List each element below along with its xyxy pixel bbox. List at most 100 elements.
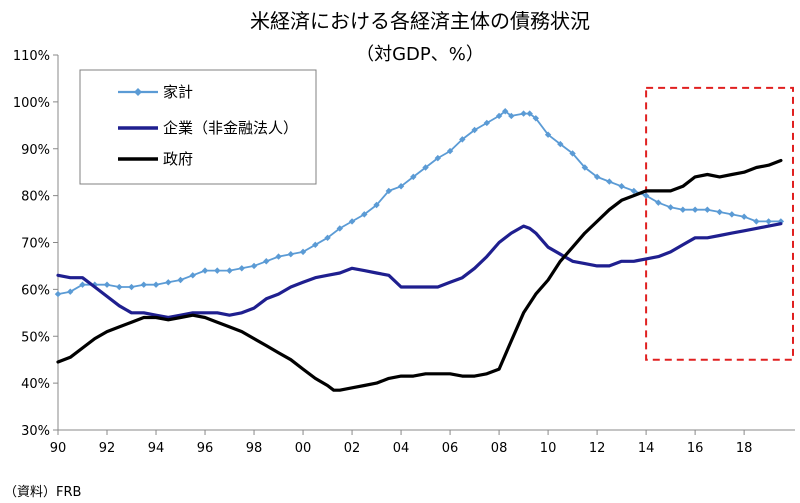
highlight-region-box [645, 86, 794, 361]
data-point-marker [140, 281, 147, 288]
data-point-marker [373, 201, 380, 209]
data-point-marker [103, 281, 111, 288]
data-point-marker [446, 147, 454, 155]
data-point-marker [410, 173, 417, 181]
data-point-marker [422, 164, 429, 171]
data-point-marker [502, 108, 509, 115]
series-household [54, 108, 785, 298]
x-tick-label: 14 [638, 441, 655, 456]
data-point-marker [544, 131, 552, 138]
data-point-marker [79, 281, 86, 288]
legend-label-corporate: 企業（非金融法人） [163, 119, 298, 137]
data-point-marker [520, 110, 527, 117]
data-point-marker [691, 206, 699, 213]
series-government [56, 158, 783, 392]
legend-item-household: 家計 [118, 83, 193, 101]
x-tick-label: 10 [540, 441, 557, 456]
x-tick-label: 18 [736, 441, 753, 456]
data-point-marker [336, 225, 343, 232]
data-point-marker [214, 267, 221, 274]
chart-title: 米経済における各経済主体の債務状況 [250, 9, 590, 33]
series-layer [54, 108, 785, 392]
data-point-marker [189, 272, 196, 279]
x-tick-label: 92 [99, 441, 116, 456]
x-tick-label: 16 [687, 441, 704, 456]
data-point-marker [728, 211, 736, 218]
data-point-marker [54, 290, 62, 298]
data-point-marker [312, 241, 319, 249]
data-point-marker [618, 183, 625, 190]
data-point-marker [459, 136, 466, 143]
data-point-marker [324, 234, 331, 242]
data-point-marker [716, 208, 723, 216]
x-tick-label: 08 [491, 441, 508, 456]
x-tick-label: 06 [442, 441, 459, 456]
data-point-marker [495, 112, 503, 120]
source-note: （資料）FRB [4, 485, 81, 500]
x-tick-label: 02 [344, 441, 361, 456]
data-point-marker [275, 253, 282, 260]
y-tick-label: 110% [13, 49, 50, 64]
y-tick-label: 30% [21, 424, 50, 439]
data-point-marker [434, 154, 442, 162]
data-point-marker [704, 206, 711, 213]
legend-diamond-marker [134, 88, 142, 96]
legend: 家計 企業（非金融法人） 政府 [79, 69, 317, 185]
legend-item-corporate: 企業（非金融法人） [118, 119, 298, 137]
y-tick-label: 70% [21, 237, 50, 252]
data-point-marker [740, 213, 748, 220]
x-tick-label: 94 [148, 441, 165, 456]
data-point-marker [361, 211, 368, 218]
data-point-marker [177, 276, 184, 284]
data-point-marker [532, 115, 540, 122]
y-tick-label: 80% [21, 190, 50, 205]
data-point-marker [483, 119, 491, 127]
data-point-marker [226, 267, 233, 274]
x-tick-label: 00 [295, 441, 312, 456]
data-point-marker [765, 218, 772, 225]
chart-subtitle: （対GDP、%） [356, 44, 484, 65]
series-corporate [56, 222, 783, 320]
data-point-marker [263, 258, 270, 265]
data-point-marker [508, 112, 515, 120]
data-point-marker [385, 187, 393, 195]
y-axis-ticks: 30% 40% 50% 60% 70% 80% 90% 100% 110% [13, 49, 58, 439]
data-point-marker [116, 283, 123, 291]
series-line [56, 222, 783, 320]
data-point-marker [557, 140, 564, 148]
data-point-marker [593, 173, 601, 181]
data-point-marker [471, 126, 478, 134]
legend-label-government: 政府 [163, 150, 193, 168]
data-point-marker [238, 265, 245, 272]
y-tick-label: 60% [21, 283, 50, 298]
data-point-marker [630, 187, 638, 195]
data-point-marker [152, 281, 160, 288]
data-point-marker [777, 218, 785, 225]
x-tick-label: 96 [197, 441, 214, 456]
data-point-marker [581, 164, 589, 171]
data-point-marker [67, 288, 74, 295]
y-tick-label: 100% [13, 96, 50, 111]
data-point-marker [397, 183, 405, 190]
y-tick-label: 90% [21, 143, 50, 158]
y-tick-label: 50% [21, 330, 50, 345]
data-point-marker [642, 192, 650, 199]
x-tick-label: 90 [50, 441, 67, 456]
data-point-marker [753, 218, 760, 225]
legend-item-government: 政府 [118, 150, 193, 168]
data-point-marker [348, 218, 356, 225]
x-axis-ticks: 90 92 94 96 98 00 02 04 06 08 10 12 14 16 18 [50, 430, 753, 456]
data-point-marker [667, 204, 674, 211]
data-point-marker [287, 251, 294, 258]
series-line [56, 158, 783, 392]
data-point-marker [128, 283, 135, 291]
data-point-marker [250, 262, 258, 270]
data-point-marker [569, 150, 576, 157]
x-tick-label: 98 [246, 441, 263, 456]
data-point-marker [299, 248, 307, 256]
data-point-marker [655, 199, 662, 206]
legend-label-household: 家計 [163, 83, 193, 101]
data-point-marker [606, 178, 613, 185]
y-tick-label: 40% [21, 377, 50, 392]
